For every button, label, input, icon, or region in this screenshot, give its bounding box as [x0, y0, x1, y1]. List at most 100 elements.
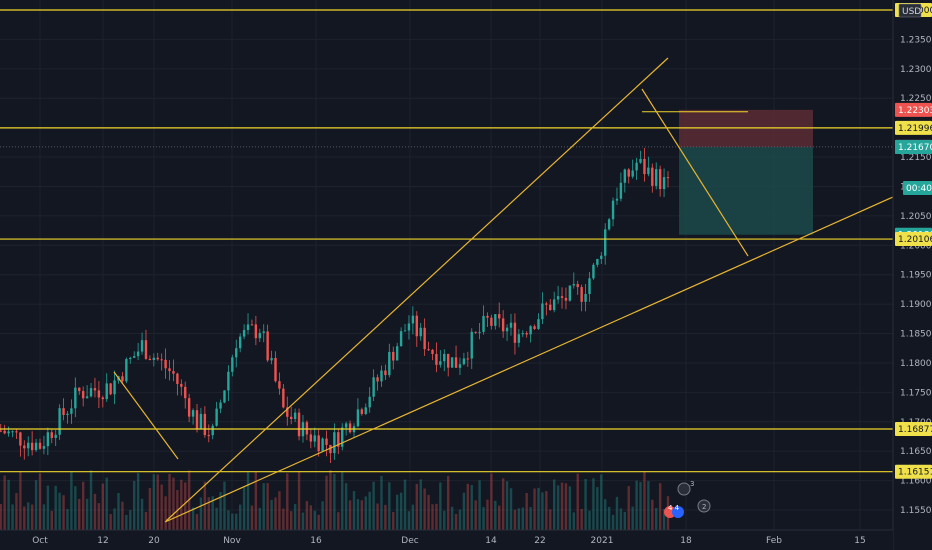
- candle-body: [431, 349, 434, 354]
- volume-bar: [78, 498, 81, 530]
- volume-bar: [42, 504, 46, 530]
- event-markers[interactable]: 3 4 4 2: [664, 480, 711, 518]
- candle-body: [313, 435, 316, 442]
- volume-bar: [423, 488, 426, 530]
- volume-bar: [662, 508, 666, 530]
- volume-bar: [498, 505, 501, 530]
- candle-body: [337, 432, 340, 447]
- candle-body: [478, 331, 481, 333]
- candle-body: [411, 315, 415, 324]
- candle-body: [266, 331, 269, 361]
- volume-bar: [615, 496, 619, 530]
- price-tick-label: 1.23500: [900, 35, 932, 45]
- price-tag: [895, 120, 932, 135]
- volume-bar: [105, 477, 108, 530]
- price-tick-label: 1.18000: [900, 359, 932, 369]
- candle-body: [447, 353, 450, 368]
- price-tick-label: 1.19000: [900, 300, 932, 310]
- volume-bar: [101, 483, 104, 530]
- volume-bar: [348, 500, 352, 530]
- time-tick-label: 12: [97, 536, 108, 546]
- currency-label: USD: [902, 7, 921, 17]
- volume-bar: [462, 492, 466, 530]
- candle-body: [293, 412, 297, 420]
- volume-bar: [290, 511, 293, 530]
- price-tag-label: 1.21996: [898, 124, 932, 134]
- candle-body: [427, 349, 430, 351]
- time-tick-label: 14: [485, 536, 497, 546]
- candle-body: [533, 326, 536, 329]
- candle-body: [78, 387, 81, 392]
- candle-body: [227, 371, 230, 391]
- candle-body: [129, 357, 132, 360]
- candle-body: [297, 412, 301, 437]
- candle-body: [42, 446, 46, 449]
- volume-bar: [482, 507, 485, 530]
- candle-body: [333, 432, 336, 454]
- candle-body: [615, 198, 619, 201]
- trend-lines[interactable]: [113, 57, 894, 523]
- price-tag: [895, 232, 932, 247]
- volume-bar: [15, 493, 18, 530]
- candle-body: [443, 353, 446, 362]
- candle-body: [113, 380, 116, 395]
- volume-bar: [337, 512, 340, 530]
- volume-histogram: [0, 470, 670, 530]
- candle-body: [286, 407, 289, 417]
- candle-body: [521, 333, 524, 335]
- candle-body: [11, 431, 14, 433]
- volume-bar: [274, 497, 277, 530]
- volume-bar: [156, 474, 159, 530]
- candle-body: [223, 390, 226, 403]
- price-tick-label: 1.19500: [900, 271, 932, 281]
- time-tick-label: Oct: [32, 536, 48, 546]
- volume-bar: [38, 473, 42, 530]
- candle-body: [187, 398, 191, 417]
- candle-body: [203, 413, 207, 436]
- candle-body: [462, 358, 466, 365]
- volume-bar: [588, 510, 591, 530]
- time-axis[interactable]: Oct 12 20 Nov 16 Dec 14 22 2021 18 Feb 15: [0, 529, 893, 550]
- volume-bar: [399, 492, 403, 530]
- candle-body: [592, 264, 595, 279]
- candle-body: [651, 167, 654, 186]
- volume-bar: [121, 501, 124, 530]
- candle-body: [556, 296, 560, 300]
- volume-bar: [470, 485, 473, 530]
- candle-body: [254, 324, 258, 339]
- candle-body: [356, 409, 360, 427]
- volume-bar: [81, 481, 85, 530]
- price-tag-label: 1.21670: [898, 143, 932, 153]
- time-tick-label: Feb: [766, 536, 782, 546]
- candle-body: [27, 442, 30, 449]
- volume-bar: [478, 480, 481, 530]
- candle-body: [627, 169, 630, 177]
- candle-body: [50, 432, 53, 438]
- candle-body: [588, 278, 591, 294]
- price-tags: 1.240001.223031.219961.216731.216701.201…: [895, 3, 932, 479]
- candle-body: [282, 388, 285, 408]
- volume-bar: [109, 514, 112, 530]
- volume-bar: [384, 504, 387, 530]
- candle-body: [643, 158, 646, 175]
- volume-bar: [282, 508, 285, 530]
- volume-bar: [254, 471, 258, 530]
- candle-body: [93, 388, 97, 391]
- position-tool[interactable]: [679, 109, 813, 235]
- candlestick-series: [0, 147, 670, 464]
- candle-body: [662, 177, 666, 190]
- time-tick-label: Nov: [223, 536, 241, 546]
- volume-bar: [658, 483, 662, 530]
- candle-body: [23, 445, 26, 449]
- countdown-tag: [903, 181, 932, 195]
- horizontal-levels[interactable]: [0, 9, 893, 473]
- candle-body: [407, 323, 411, 331]
- candle-body: [66, 413, 69, 415]
- candle-body: [211, 425, 214, 436]
- volume-bar: [435, 503, 438, 530]
- volume-bar: [325, 475, 328, 530]
- candle-body: [309, 434, 313, 442]
- volume-bar: [93, 493, 97, 530]
- volume-bar: [207, 497, 210, 530]
